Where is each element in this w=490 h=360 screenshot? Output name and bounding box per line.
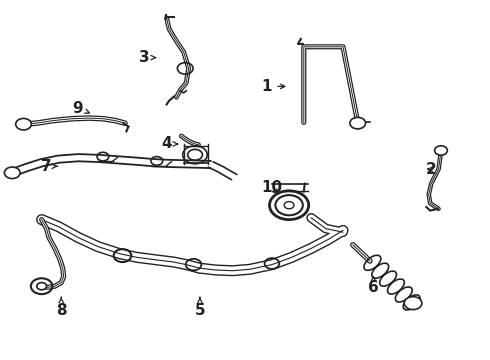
Text: 2: 2 — [426, 162, 437, 177]
Circle shape — [37, 283, 47, 290]
Circle shape — [404, 297, 422, 310]
Circle shape — [350, 117, 366, 129]
Text: 5: 5 — [195, 297, 205, 318]
Text: 4: 4 — [161, 136, 178, 152]
Text: 3: 3 — [139, 50, 156, 65]
Text: 1: 1 — [262, 79, 285, 94]
Text: 9: 9 — [72, 100, 89, 116]
Circle shape — [435, 146, 447, 155]
Circle shape — [4, 167, 20, 179]
Circle shape — [16, 118, 31, 130]
Text: 6: 6 — [368, 277, 379, 296]
Text: 10: 10 — [261, 180, 283, 195]
Text: 8: 8 — [56, 297, 67, 318]
Text: 7: 7 — [41, 159, 57, 174]
